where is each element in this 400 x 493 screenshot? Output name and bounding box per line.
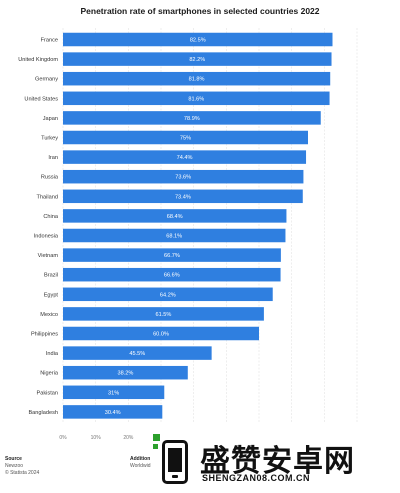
- source-note: Source Newzoo © Statista 2024: [5, 456, 39, 477]
- value-label: 73.6%: [175, 175, 191, 181]
- category-labels: France United Kingdom Germany United States…: [18, 38, 59, 416]
- bar: [63, 307, 264, 321]
- additional-text: Worldwid: [130, 463, 151, 469]
- category-label: Russia: [41, 175, 59, 181]
- bar: [63, 326, 259, 341]
- value-label: 75%: [180, 136, 191, 142]
- x-tick-label: 10%: [91, 435, 102, 441]
- bar: [63, 111, 321, 125]
- category-label: China: [43, 214, 59, 220]
- category-label: Turkey: [41, 136, 58, 142]
- bar: [63, 189, 303, 204]
- value-label: 61.5%: [156, 312, 172, 318]
- category-label: Vietnam: [38, 253, 59, 259]
- category-label: Brazil: [44, 273, 58, 279]
- category-label: Indonesia: [34, 234, 59, 240]
- additional-info: Addition Worldwid: [130, 456, 150, 470]
- value-label: 66.6%: [164, 273, 180, 279]
- grid-lines: [62, 28, 358, 423]
- category-label: Bangladesh: [28, 410, 58, 416]
- bar: [63, 71, 331, 86]
- category-label: Japan: [43, 116, 58, 122]
- x-axis-ticks: 0% 10% 20%: [59, 435, 134, 441]
- category-label: Mexico: [40, 312, 58, 318]
- bar: [63, 365, 188, 380]
- category-label: France: [41, 38, 58, 44]
- category-label: United Kingdom: [18, 57, 58, 63]
- category-label: Pakistan: [37, 390, 58, 396]
- category-label: United States: [24, 96, 58, 102]
- value-label: 30.4%: [105, 410, 121, 416]
- category-label: Iran: [48, 155, 58, 161]
- value-label: 82.2%: [189, 57, 205, 63]
- value-label: 45.5%: [129, 351, 145, 357]
- watermark-text: 盛赞安卓网: [200, 444, 355, 479]
- category-label: Egypt: [44, 292, 59, 298]
- x-tick-label: 20%: [123, 435, 134, 441]
- category-label: India: [46, 351, 59, 357]
- bars: [63, 32, 333, 419]
- bar: [63, 248, 281, 262]
- value-label: 60.0%: [153, 332, 169, 338]
- watermark-url: SHENGZAN08.COM.CN: [202, 473, 311, 483]
- category-label: Philippines: [31, 332, 58, 338]
- bar: [63, 405, 163, 419]
- bar: [63, 169, 304, 184]
- source-name: Newzoo: [5, 463, 24, 469]
- value-label: 64.2%: [160, 292, 176, 298]
- bar: [63, 91, 330, 106]
- copyright: © Statista 2024: [5, 470, 40, 476]
- bar: [63, 287, 273, 302]
- value-label: 68.1%: [166, 234, 182, 240]
- value-labels: 82.5% 82.2% 81.8% 81.6% 78.9% 75% 74.4% 73.6% 73…: [105, 38, 206, 416]
- category-label: Nigeria: [40, 371, 59, 377]
- logo-square-icon: [153, 434, 160, 441]
- value-label: 73.4%: [175, 194, 191, 200]
- bar: [63, 150, 307, 164]
- value-label: 78.9%: [184, 116, 200, 122]
- category-label: Germany: [35, 77, 58, 83]
- bar: [63, 346, 212, 360]
- value-label: 38.2%: [117, 371, 133, 377]
- x-tick-label: 0%: [59, 435, 67, 441]
- bar: [63, 267, 281, 282]
- value-label: 74.4%: [177, 155, 193, 161]
- bar: [63, 228, 286, 243]
- value-label: 81.6%: [188, 96, 204, 102]
- category-label: Thailand: [37, 194, 58, 200]
- value-label: 31%: [108, 390, 119, 396]
- bar: [63, 385, 165, 400]
- bar: [63, 209, 287, 223]
- logo-square-small-icon: [153, 444, 158, 449]
- additional-heading: Addition: [130, 456, 151, 462]
- value-label: 81.8%: [189, 77, 205, 83]
- value-label: 82.5%: [190, 38, 206, 44]
- bar: [63, 52, 332, 66]
- watermark: 盛赞安卓网 SHENGZAN08.COM.CN: [150, 430, 395, 490]
- chart-title: Penetration rate of smartphones in selec…: [80, 6, 320, 16]
- bar: [63, 130, 308, 145]
- phone-icon: [162, 440, 188, 484]
- bar: [63, 32, 333, 47]
- value-label: 68.4%: [167, 214, 183, 220]
- value-label: 66.7%: [164, 253, 180, 259]
- source-heading: Source: [5, 456, 22, 462]
